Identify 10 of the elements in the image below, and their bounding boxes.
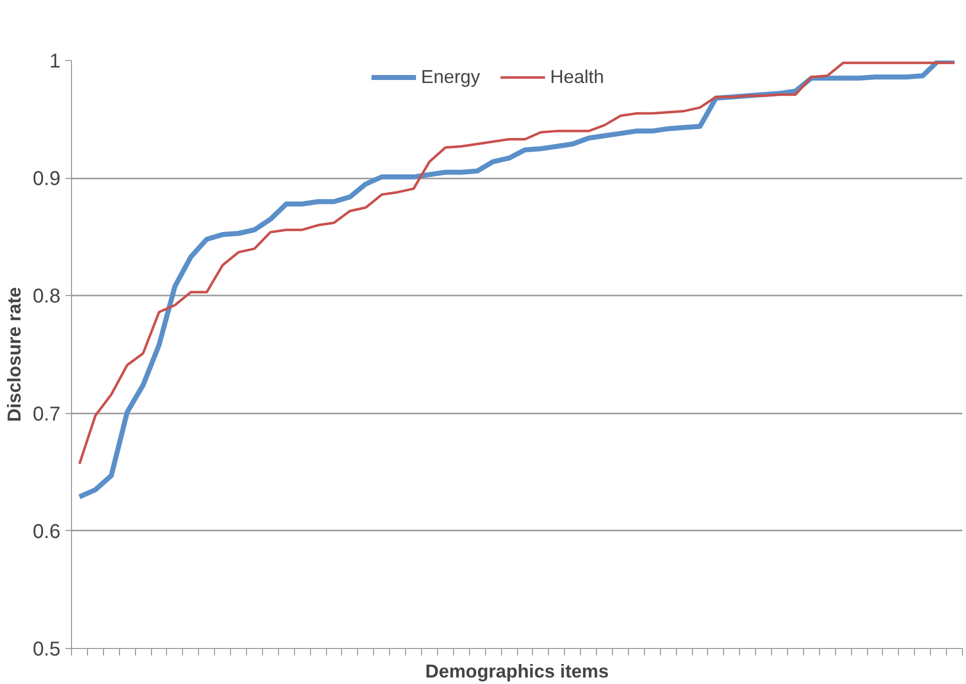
y-tick-label: 0.6 — [32, 520, 61, 543]
y-tick-label: 0.5 — [32, 638, 61, 660]
x-axis-title: Demographics items — [425, 660, 609, 682]
y-axis-title: Disclosure rate — [4, 287, 25, 422]
legend-label: Energy — [421, 66, 480, 88]
y-tick-label: 0.9 — [32, 168, 61, 190]
y-tick-label: 0.8 — [32, 286, 61, 308]
legend-label: Health — [550, 66, 604, 88]
y-tick-label: 1 — [49, 50, 60, 72]
y-tick-label: 0.7 — [32, 403, 61, 426]
